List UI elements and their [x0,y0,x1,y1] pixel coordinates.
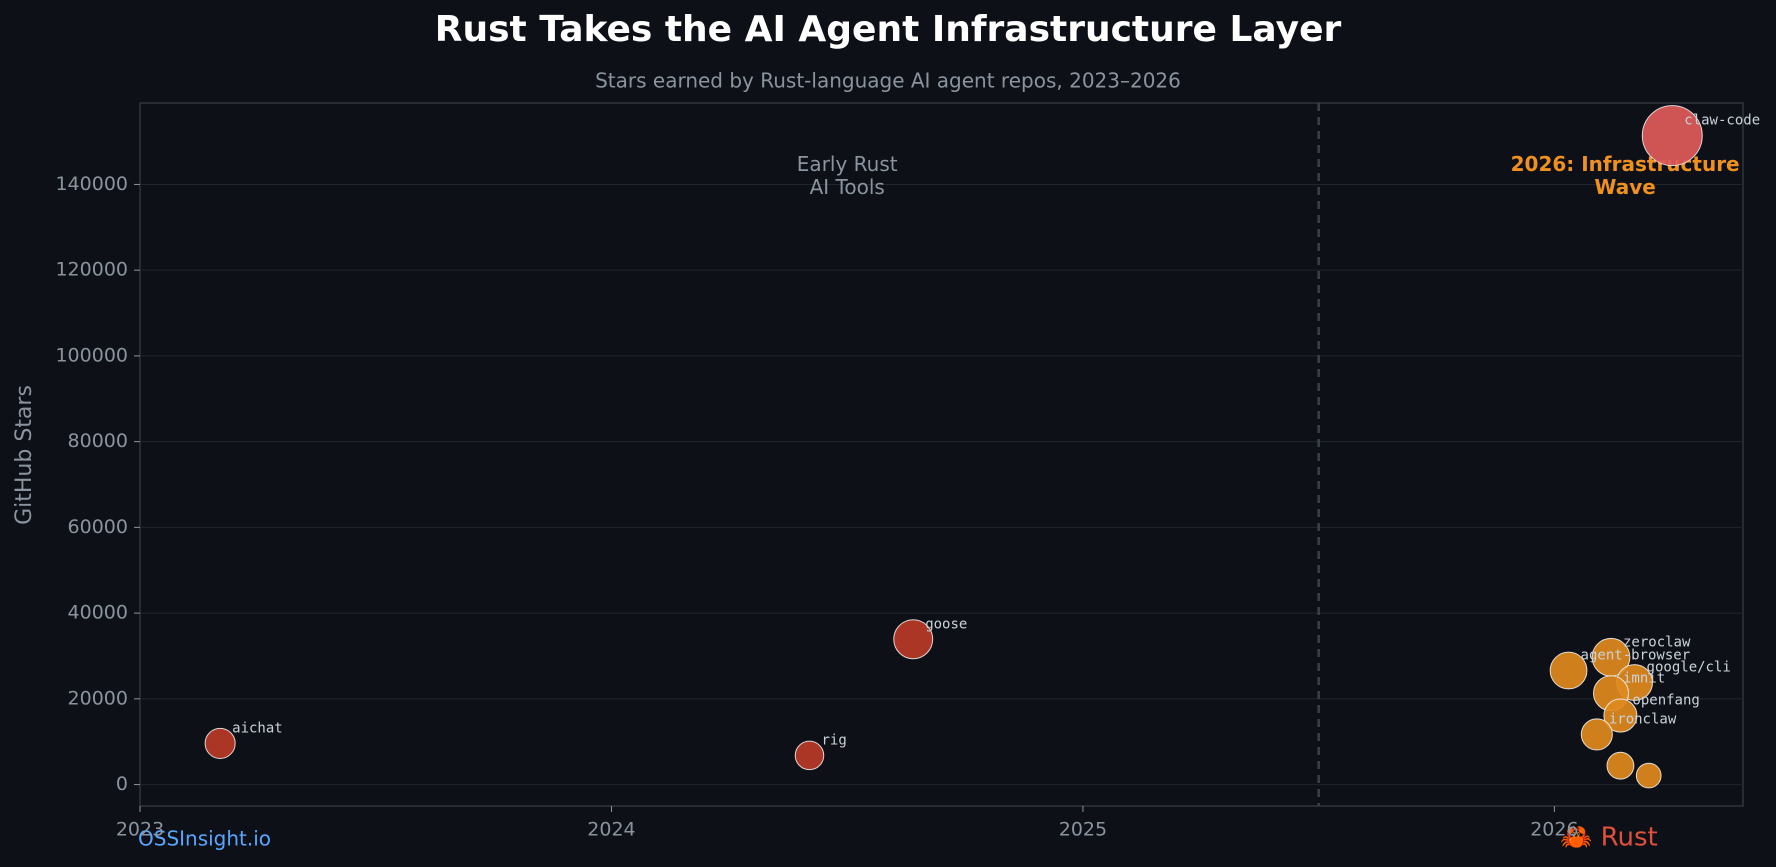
bubble [1603,698,1638,733]
x-tick-label: 2025 [1059,819,1107,841]
bubble [1549,651,1588,690]
chart-title: Rust Takes the AI Agent Infrastructure L… [435,9,1342,50]
annotation: Early Rust AI Tools [797,151,898,198]
bubble [204,727,236,759]
y-tick-label: 60000 [68,516,128,538]
point-label: ironclaw [1609,711,1677,727]
annotation: 2026: Infrastructure Wave [1511,151,1740,198]
bubble [1641,105,1703,167]
x-tick-label: 2023 [116,819,164,841]
point-label: imnit [1623,670,1665,686]
bubble [1606,751,1635,780]
bubble [1580,718,1613,751]
point-label: openfang [1632,693,1699,709]
x-tick-label: 2024 [587,819,635,841]
footer-source: OSSInsight.io [138,827,271,851]
chart-subtitle: Stars earned by Rust-language AI agent r… [595,69,1181,93]
y-tick-label: 20000 [68,687,128,709]
point-label: aichat [232,720,283,736]
y-tick-label: 0 [116,773,128,795]
point-label: rig [821,732,846,748]
footer-language: 🦀 Rust [1560,823,1658,853]
y-tick-label: 40000 [68,602,128,624]
annotation-line: AI Tools [810,174,885,198]
annotation-line: Early Rust [797,151,898,175]
y-tick-label: 140000 [55,173,128,195]
annotation-line: Wave [1594,174,1655,198]
point-label: claw-code [1684,113,1760,129]
plot-frame [139,102,1744,807]
bubble [794,740,825,771]
x-tick-label: 2026 [1530,819,1578,841]
annotation-line: 2026: Infrastructure [1511,151,1740,175]
bubble [893,619,934,660]
y-tick-label: 80000 [68,430,128,452]
y-tick-label: 120000 [55,259,128,281]
y-tick-label: 100000 [55,344,128,366]
point-label: google/cli [1647,660,1731,676]
point-label: goose [925,616,967,632]
y-axis-label: GitHub Stars [12,385,37,525]
point-label: agent-browser [1581,648,1691,664]
point-label: zeroclaw [1623,634,1691,650]
bubble [1635,762,1662,789]
